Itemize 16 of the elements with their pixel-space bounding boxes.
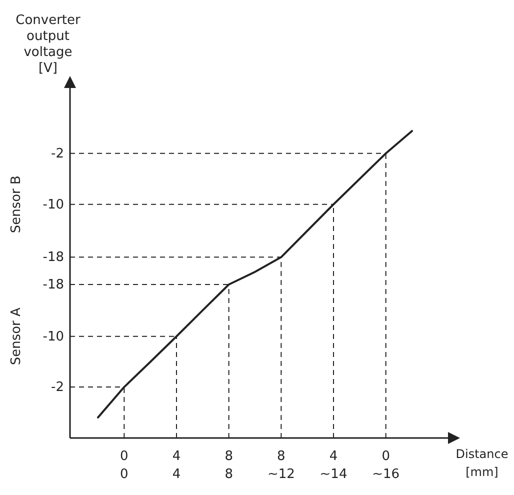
text: -18	[42, 250, 64, 266]
text: -2	[51, 380, 64, 396]
text: -2	[51, 146, 64, 162]
text: -10	[42, 197, 64, 212]
x-tick-label: 0 0	[120, 449, 128, 482]
x-tick-label: 0 ~16	[372, 449, 400, 482]
x-tick-label: 8 8	[224, 449, 233, 482]
y-axis-title: Converter output voltage [V]	[16, 13, 82, 76]
x-tick-label: 4 ~14	[320, 449, 348, 482]
text: -10	[42, 329, 64, 344]
x-axis-title: Distance [mm]	[456, 447, 508, 479]
x-tick-label: 4 4	[172, 449, 181, 482]
text: Sensor B	[9, 176, 24, 234]
text: Sensor A	[9, 307, 24, 366]
x-tick-label: 8 ~12	[267, 449, 295, 482]
text: -18	[42, 277, 64, 292]
